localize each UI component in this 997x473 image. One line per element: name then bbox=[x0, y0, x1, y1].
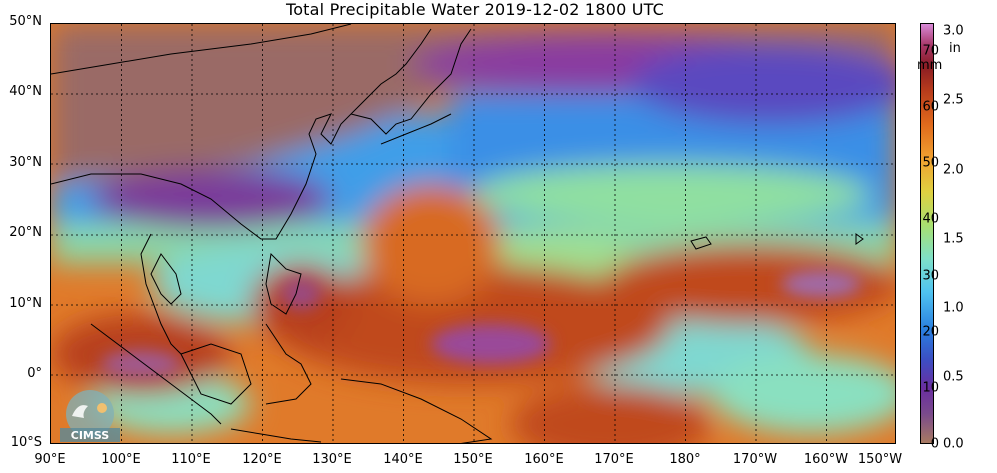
lat-label-30n: 30°N bbox=[9, 155, 42, 170]
lon-label-90e: 90°E bbox=[34, 452, 66, 467]
in-tick-2-0: 2.0 bbox=[943, 162, 964, 178]
mm-tick-10: 10 bbox=[922, 380, 939, 396]
lon-label-130e: 130°E bbox=[312, 452, 352, 467]
lat-label-10s: 10°S bbox=[10, 435, 42, 450]
mm-tick-40: 40 bbox=[922, 211, 939, 227]
in-tick-1-5: 1.5 bbox=[943, 231, 964, 247]
lat-label-50n: 50°N bbox=[9, 14, 42, 29]
mm-tick-50: 50 bbox=[922, 155, 939, 171]
mm-tick-30: 30 bbox=[922, 268, 939, 284]
lon-label-170e: 170°E bbox=[594, 452, 634, 467]
lat-label-40n: 40°N bbox=[9, 84, 42, 99]
lat-label-10n: 10°N bbox=[9, 296, 42, 311]
tpw-map[interactable] bbox=[50, 23, 896, 444]
lon-label-160e: 160°E bbox=[524, 452, 564, 467]
lon-label-180: 180° bbox=[669, 452, 701, 467]
mm-tick-0: 0 bbox=[930, 436, 939, 452]
lon-label-120e: 120°E bbox=[242, 452, 282, 467]
in-tick-0-0: 0.0 bbox=[943, 436, 964, 452]
mm-tick-60: 60 bbox=[922, 99, 939, 115]
cimss-logo: CIMSS bbox=[54, 388, 126, 444]
in-tick-1-0: 1.0 bbox=[943, 300, 964, 316]
tpw-field-image bbox=[51, 24, 895, 443]
colorbar bbox=[920, 23, 934, 444]
lat-label-20n: 20°N bbox=[9, 225, 42, 240]
mm-tick-70: 70 bbox=[922, 43, 939, 59]
lon-label-110e: 110°E bbox=[171, 452, 211, 467]
lon-label-170w: 170°W bbox=[732, 452, 778, 467]
lon-label-150e: 150°E bbox=[453, 452, 493, 467]
logo-text: CIMSS bbox=[71, 429, 110, 442]
in-tick-3-0: 3.0 bbox=[943, 23, 964, 39]
lon-label-160w: 160°W bbox=[803, 452, 849, 467]
in-tick-2-5: 2.5 bbox=[943, 92, 964, 108]
lon-label-100e: 100°E bbox=[101, 452, 141, 467]
lat-label-equator: 0° bbox=[27, 366, 42, 381]
colorbar-in-unit: in bbox=[949, 41, 961, 56]
lon-label-150w: 150°W bbox=[857, 452, 903, 467]
chart-title: Total Precipitable Water 2019-12-02 1800… bbox=[285, 0, 665, 19]
lon-label-140e: 140°E bbox=[383, 452, 423, 467]
colorbar-mm-unit: mm bbox=[917, 58, 943, 73]
mm-tick-20: 20 bbox=[922, 324, 939, 340]
in-tick-0-5: 0.5 bbox=[943, 369, 964, 385]
